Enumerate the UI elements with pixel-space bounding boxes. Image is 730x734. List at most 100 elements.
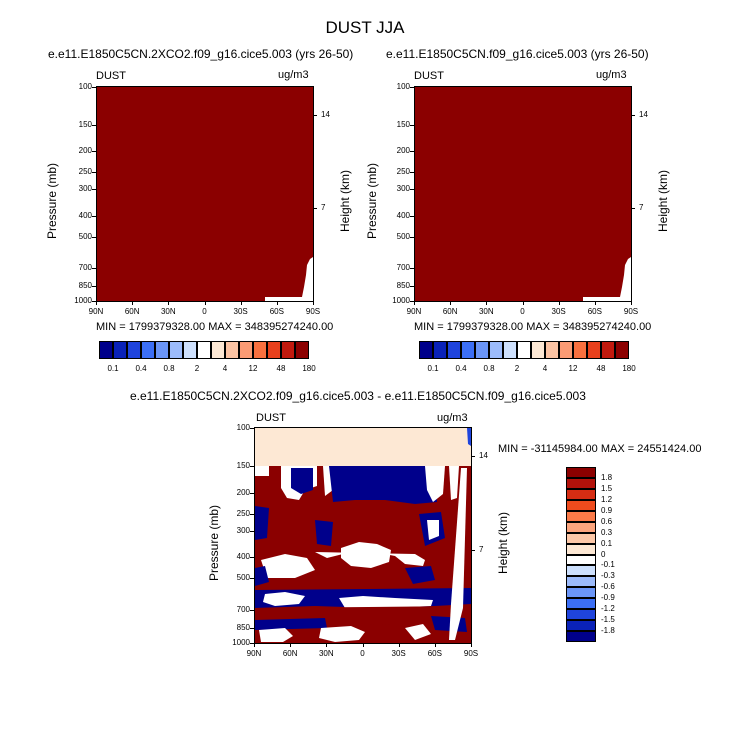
colorbar-swatch — [239, 341, 253, 359]
panel1-xtick — [168, 301, 170, 305]
colorbar-swatch — [566, 499, 596, 511]
panel3-ytick-label: 250 — [236, 508, 250, 518]
panel1-xtick-label: 60S — [269, 307, 284, 316]
panel3-upper-band — [255, 428, 471, 466]
panel2-colorbar-labels: 0.1 0.4 0.8 2 4 12 48 180 — [419, 364, 635, 376]
panel1-ytick — [92, 215, 96, 217]
panel3-ytick-label: 500 — [236, 573, 250, 583]
panel2-ytick — [410, 151, 414, 153]
panel3-gap-e — [449, 466, 459, 500]
colorbar-swatch — [566, 510, 596, 522]
colorbar-swatch — [169, 341, 183, 359]
colorbar-swatch — [566, 532, 596, 544]
colorbar-label: 0.1 — [427, 364, 439, 373]
panel2-ytick — [410, 215, 414, 217]
panel2-right-label: ug/m3 — [596, 69, 627, 81]
panel2-colorbar — [419, 341, 629, 359]
panel2-ylabel-right: Height (km) — [656, 170, 670, 233]
panel2-ylabel: Pressure (mb) — [365, 163, 379, 240]
panel1-height-tick-label: 14 — [321, 110, 330, 120]
panel1-ytick-label: 500 — [78, 231, 92, 241]
colorbar-label: 0.4 — [135, 364, 147, 373]
panel1-xtick-label: 90N — [88, 307, 104, 316]
panel3-white-400b — [341, 542, 391, 568]
panel3-ytick-label: 150 — [236, 460, 250, 470]
panel2-field — [415, 87, 631, 301]
colorbar-label: 48 — [596, 364, 606, 373]
panel2-ytick — [410, 172, 414, 174]
colorbar-label: 12 — [248, 364, 258, 373]
colorbar-swatch — [566, 477, 596, 489]
panel2-ytick — [410, 285, 414, 287]
colorbar-label: -0.1 — [601, 560, 615, 570]
colorbar-label: 0.4 — [455, 364, 467, 373]
panel3-gap-mid — [427, 520, 439, 540]
colorbar-label: 0.6 — [601, 516, 613, 526]
panel3-ylabel: Pressure (mb) — [207, 505, 221, 582]
panel3-xtick — [398, 643, 400, 647]
panel2-xtick-label: 30S — [551, 307, 566, 316]
colorbar-label: 1.2 — [601, 494, 613, 504]
panel3-ytick — [250, 428, 254, 429]
colorbar-swatch — [587, 341, 601, 359]
panel3-title: e.e11.E1850C5CN.2XCO2.f09_g16.cice5.003 … — [130, 389, 586, 403]
colorbar-label: 0.8 — [483, 364, 495, 373]
panel3-ytick-label: 850 — [236, 622, 250, 632]
panel1-ytick-label: 1000 — [74, 296, 92, 305]
colorbar-swatch — [225, 341, 239, 359]
panel3-navy-b — [291, 468, 313, 494]
panel1-ytick — [92, 124, 96, 126]
panel2-ytick-label: 850 — [396, 280, 410, 290]
colorbar-swatch — [531, 341, 545, 359]
panel2-plot — [414, 86, 632, 302]
colorbar-swatch — [113, 341, 127, 359]
panel1-height-tick — [313, 115, 317, 117]
panel1-ytick-label: 700 — [78, 262, 92, 272]
panel2-ytick-label: 400 — [396, 210, 410, 220]
panel3-right-label: ug/m3 — [437, 412, 468, 424]
colorbar-swatch — [573, 341, 587, 359]
panel1-xtick-label: 90S — [305, 307, 321, 316]
colorbar-label: 1.8 — [601, 472, 613, 482]
colorbar-label: 0.8 — [163, 364, 175, 373]
panel1-ytick — [92, 301, 96, 302]
panel3-white-1000b — [319, 626, 365, 642]
panel3-ytick — [250, 627, 254, 629]
panel1-ylabel-right: Height (km) — [338, 170, 352, 233]
panel3-xtick — [471, 643, 472, 647]
panel1-xtick — [240, 301, 242, 305]
panel1-field — [97, 87, 313, 301]
panel2-xtick — [631, 301, 632, 305]
colorbar-label: 12 — [568, 364, 578, 373]
panel1-xtick — [313, 301, 314, 305]
colorbar-swatch — [566, 565, 596, 577]
panel1-ytick-label: 300 — [78, 184, 92, 194]
colorbar-swatch — [601, 341, 615, 359]
panel1-left-label: DUST — [96, 70, 126, 82]
panel3-height-tick — [471, 456, 475, 458]
panel3-field — [255, 428, 471, 643]
colorbar-label: 2 — [514, 364, 520, 373]
panel3-height-tick — [471, 549, 475, 551]
colorbar-swatch — [295, 341, 309, 359]
colorbar-label: 0 — [601, 549, 606, 559]
panel1-plot — [96, 86, 314, 302]
panel2-white-patch — [583, 257, 631, 301]
panel3-xtick — [254, 643, 255, 647]
panel1-xtick-label: 30N — [160, 307, 176, 316]
panel3-ytick — [250, 530, 254, 532]
panel1-white-patch — [265, 257, 313, 301]
panel3-plot — [254, 427, 472, 644]
panel1-ytick — [92, 172, 96, 174]
panel3-ytick — [250, 609, 254, 611]
panel1-xtick — [204, 301, 206, 305]
panel3-ytick — [250, 578, 254, 580]
panel1-colorbar — [99, 341, 309, 359]
colorbar-swatch — [566, 576, 596, 588]
colorbar-label: -1.5 — [601, 615, 615, 625]
colorbar-swatch — [433, 341, 447, 359]
panel3-ytick — [250, 643, 254, 644]
panel2-height-tick — [631, 208, 635, 210]
panel3-gap-d — [425, 466, 445, 502]
panel2-ytick-label: 100 — [396, 82, 410, 91]
